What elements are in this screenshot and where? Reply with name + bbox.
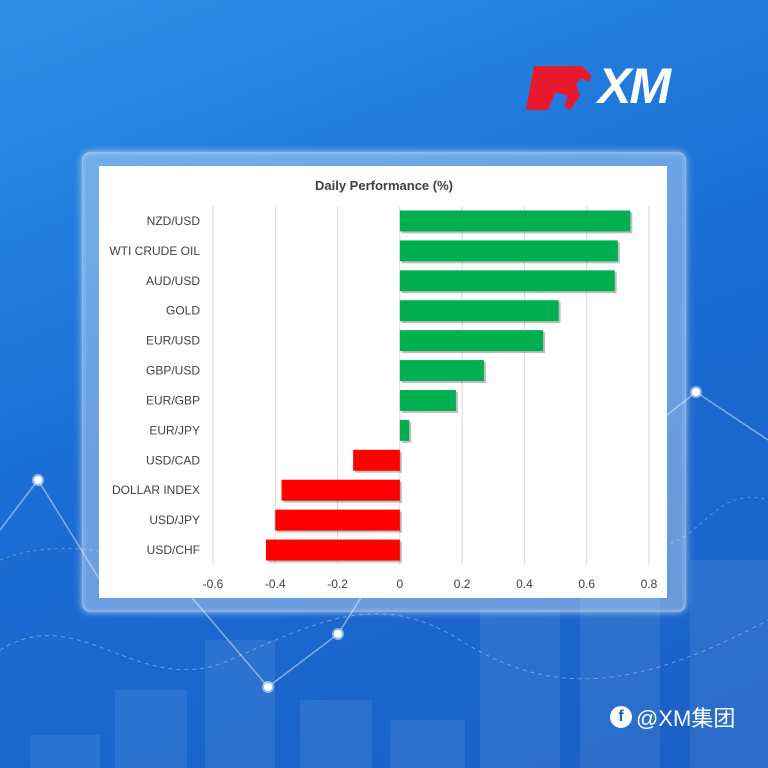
bar-eur-gbp — [399, 389, 456, 411]
x-tick-label: 0.4 — [516, 577, 533, 591]
grid-lines — [212, 206, 650, 565]
x-tick-label: 0.2 — [454, 577, 471, 591]
bars — [265, 210, 633, 563]
x-tick-label: 0.8 — [641, 577, 658, 591]
bar-gold — [399, 300, 559, 322]
watermark: f @XM集团 — [610, 702, 735, 732]
bar-usd-jpy — [275, 509, 400, 531]
category-label: NZD/USD — [147, 214, 201, 228]
xm-logo — [526, 66, 592, 110]
bar-gbp-usd — [399, 360, 484, 382]
category-label: GOLD — [166, 304, 200, 318]
category-label: GBP/USD — [146, 364, 200, 378]
category-label: EUR/JPY — [149, 423, 200, 437]
bar-usd-cad — [353, 449, 400, 471]
daily-performance-chart: NZD/USD WTI CRUDE OIL AUD/USD GOLD EUR/USD GB… — [109, 178, 658, 591]
category-label: USD/CAD — [146, 453, 200, 467]
category-labels: NZD/USD WTI CRUDE OIL AUD/USD GOLD EUR/USD GB… — [109, 214, 200, 557]
x-tick-label: 0.6 — [578, 577, 595, 591]
x-tick-label: -0.2 — [327, 577, 348, 591]
bar-aud-usd — [399, 270, 615, 292]
bar-nzd-usd — [399, 210, 631, 232]
bull-emblem-icon — [526, 66, 592, 110]
x-tick-label: -0.4 — [265, 577, 286, 591]
x-tick-label: -0.6 — [203, 577, 224, 591]
bar-dollar-index — [281, 479, 400, 501]
category-label: DOLLAR INDEX — [112, 483, 200, 497]
category-label: EUR/USD — [146, 334, 200, 348]
category-label: WTI CRUDE OIL — [109, 244, 200, 258]
facebook-icon: f — [610, 706, 632, 728]
chart-title: Daily Performance (%) — [315, 178, 453, 193]
bar-eur-usd — [399, 330, 544, 352]
category-label: EUR/GBP — [146, 393, 200, 407]
watermark-text: @XM集团 — [636, 706, 736, 731]
bar-eur-jpy — [399, 419, 410, 441]
bar-wti-crude-oil — [399, 240, 618, 262]
x-tick-label: 0 — [397, 577, 404, 591]
chart-panel: NZD/USD WTI CRUDE OIL AUD/USD GOLD EUR/USD GB… — [99, 166, 667, 598]
category-label: USD/CHF — [147, 543, 200, 557]
category-label: USD/JPY — [149, 513, 200, 527]
category-label: AUD/USD — [146, 274, 200, 288]
x-tick-labels: -0.6 -0.4 -0.2 0 0.2 0.4 0.6 0.8 — [203, 577, 658, 591]
bar-usd-chf — [265, 539, 400, 561]
logo-text: XM — [598, 58, 671, 114]
